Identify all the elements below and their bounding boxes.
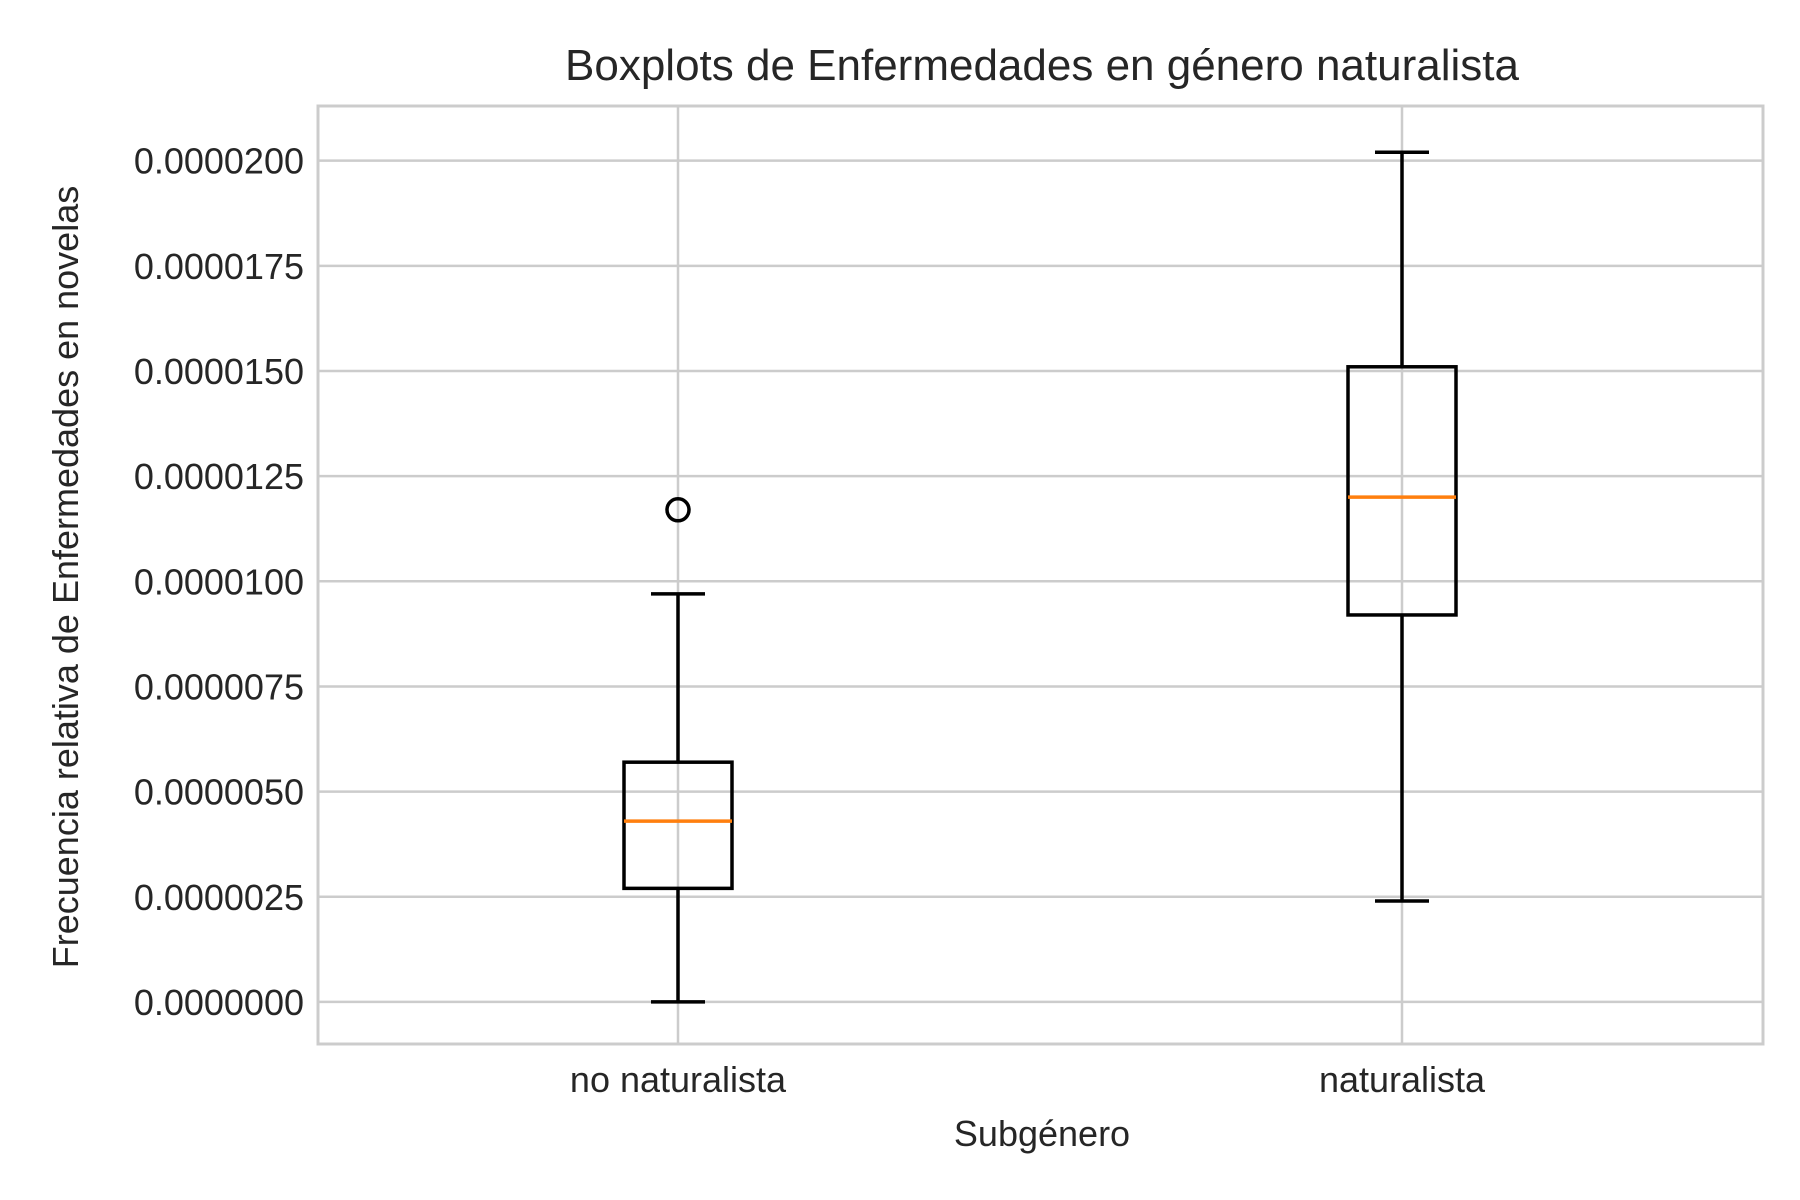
boxes [622,150,1458,1004]
y-tick-label: 0.0000150 [134,351,304,392]
y-tick-label: 0.0000025 [134,877,304,918]
y-tick-label: 0.0000200 [134,141,304,182]
chart-title: Boxplots de Enfermedades en género natur… [565,41,1519,90]
y-tick-label: 0.0000100 [134,561,304,602]
x-axis-label: Subgénero [954,1113,1130,1154]
iqr-box [1346,365,1458,617]
grid [318,106,1763,1044]
x-tick-labels: no naturalista naturalista [570,1059,1486,1100]
y-tick-labels: 0.0000000 0.0000025 0.0000050 0.0000075 0.00… [134,141,304,1023]
y-axis-label: Frecuencia relativa de Enfermedades en n… [45,186,86,968]
box-group [622,497,734,1004]
outlier-point [665,497,691,523]
x-tick-label: no naturalista [570,1059,787,1100]
y-tick-label: 0.0000075 [134,666,304,707]
plot-frame [316,104,1765,1046]
iqr-box [622,760,734,891]
x-tick-label: naturalista [1319,1059,1486,1100]
y-tick-label: 0.0000175 [134,246,304,287]
y-tick-label: 0.0000125 [134,456,304,497]
y-tick-label: 0.0000050 [134,772,304,813]
box-group [1346,150,1458,903]
y-tick-label: 0.0000000 [134,982,304,1023]
